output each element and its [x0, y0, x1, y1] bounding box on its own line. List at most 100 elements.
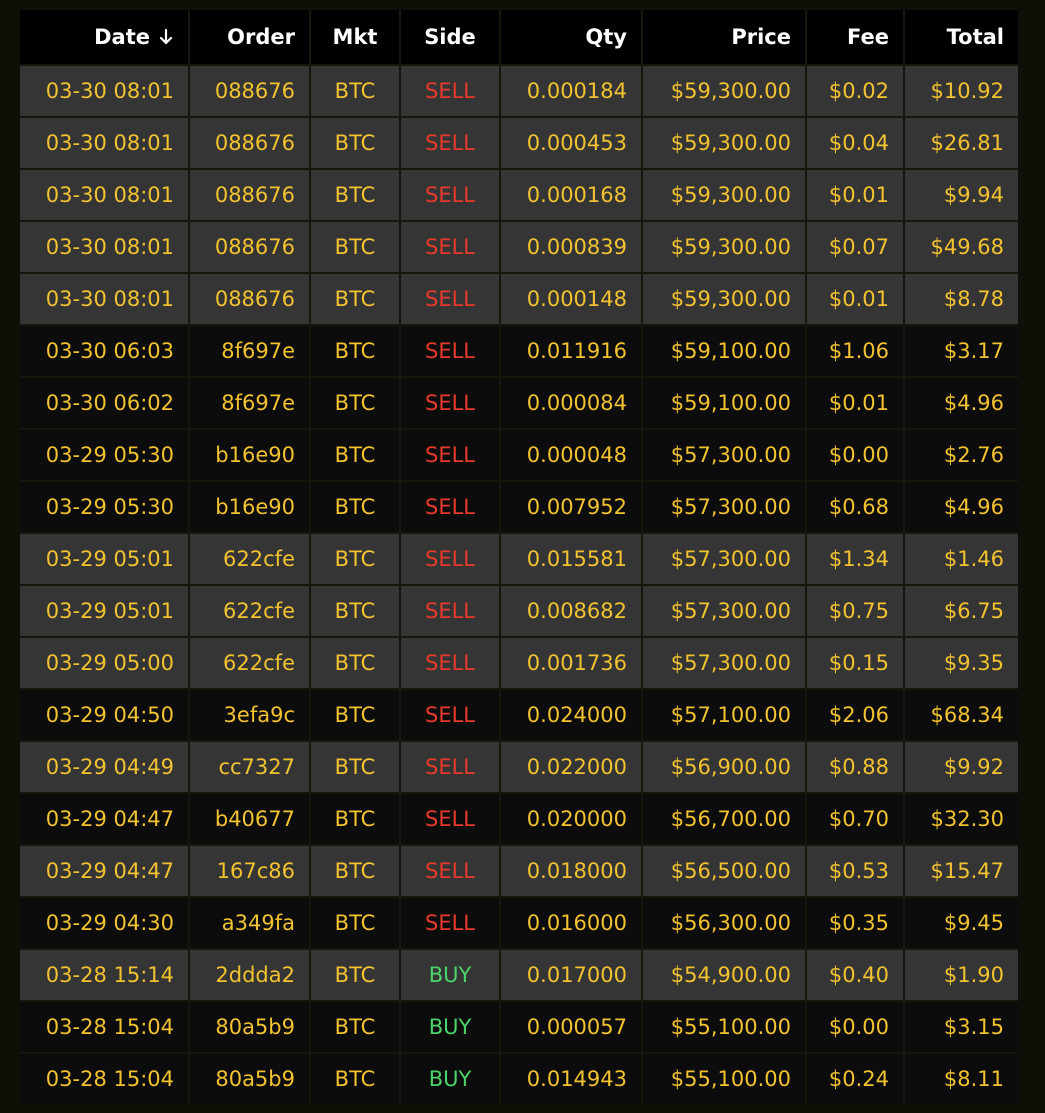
- column-header-total[interactable]: Total: [905, 10, 1018, 64]
- cell-date: 03-29 04:49: [20, 740, 190, 792]
- table-row[interactable]: 03-30 06:02 8f697e BTC SELL 0.000084 $59,100.…: [20, 376, 1018, 428]
- cell-date: 03-29 05:30: [20, 428, 190, 480]
- cell-side: SELL: [401, 844, 501, 896]
- table-row[interactable]: 03-29 04:30 a349fa BTC SELL 0.016000 $56,300.…: [20, 896, 1018, 948]
- table-row[interactable]: 03-29 05:30 b16e90 BTC SELL 0.000048 $57,300.…: [20, 428, 1018, 480]
- cell-qty: 0.014943: [501, 1052, 643, 1104]
- cell-total: $9.92: [905, 740, 1018, 792]
- cell-date: 03-29 04:47: [20, 844, 190, 896]
- cell-order: cc7327: [190, 740, 311, 792]
- cell-qty: 0.018000: [501, 844, 643, 896]
- table-row[interactable]: 03-30 08:01 088676 BTC SELL 0.000148 $59,300.…: [20, 272, 1018, 324]
- arrow-down-icon[interactable]: [158, 27, 174, 45]
- table-row[interactable]: 03-29 04:49 cc7327 BTC SELL 0.022000 $56,900.…: [20, 740, 1018, 792]
- cell-side: SELL: [401, 688, 501, 740]
- cell-price: $55,100.00: [643, 1052, 807, 1104]
- cell-order: b16e90: [190, 428, 311, 480]
- cell-order: 088676: [190, 220, 311, 272]
- cell-fee: $0.53: [807, 844, 905, 896]
- cell-price: $59,300.00: [643, 64, 807, 116]
- cell-order: 80a5b9: [190, 1052, 311, 1104]
- cell-qty: 0.015581: [501, 532, 643, 584]
- cell-price: $57,300.00: [643, 532, 807, 584]
- cell-order: 167c86: [190, 844, 311, 896]
- table-row[interactable]: 03-28 15:14 2ddda2 BTC BUY 0.017000 $54,900.0…: [20, 948, 1018, 1000]
- cell-mkt: BTC: [311, 324, 401, 376]
- cell-total: $9.94: [905, 168, 1018, 220]
- table-row[interactable]: 03-29 04:50 3efa9c BTC SELL 0.024000 $57,100.…: [20, 688, 1018, 740]
- table-row[interactable]: 03-30 06:03 8f697e BTC SELL 0.011916 $59,100.…: [20, 324, 1018, 376]
- cell-fee: $0.01: [807, 376, 905, 428]
- column-header-qty[interactable]: Qty: [501, 10, 643, 64]
- cell-side: SELL: [401, 116, 501, 168]
- cell-total: $2.76: [905, 428, 1018, 480]
- cell-side: SELL: [401, 480, 501, 532]
- cell-mkt: BTC: [311, 220, 401, 272]
- cell-side: SELL: [401, 740, 501, 792]
- column-header-fee[interactable]: Fee: [807, 10, 905, 64]
- table-row[interactable]: 03-29 05:30 b16e90 BTC SELL 0.007952 $57,300.…: [20, 480, 1018, 532]
- table-row[interactable]: 03-28 15:04 80a5b9 BTC BUY 0.014943 $55,100.0…: [20, 1052, 1018, 1104]
- cell-order: b40677: [190, 792, 311, 844]
- table-row[interactable]: 03-29 05:01 622cfe BTC SELL 0.008682 $57,300.…: [20, 584, 1018, 636]
- cell-total: $4.96: [905, 376, 1018, 428]
- cell-side: SELL: [401, 584, 501, 636]
- cell-price: $59,300.00: [643, 220, 807, 272]
- cell-price: $59,300.00: [643, 272, 807, 324]
- table-header-row: Date Order Mkt Side Qty Price Fee Total: [20, 10, 1018, 64]
- cell-order: 622cfe: [190, 532, 311, 584]
- cell-price: $59,100.00: [643, 376, 807, 428]
- cell-side: BUY: [401, 948, 501, 1000]
- cell-fee: $0.68: [807, 480, 905, 532]
- cell-price: $56,500.00: [643, 844, 807, 896]
- table-row[interactable]: 03-28 15:04 80a5b9 BTC BUY 0.000057 $55,100.0…: [20, 1000, 1018, 1052]
- cell-total: $68.34: [905, 688, 1018, 740]
- cell-date: 03-29 04:30: [20, 896, 190, 948]
- cell-mkt: BTC: [311, 272, 401, 324]
- cell-date: 03-29 05:30: [20, 480, 190, 532]
- cell-total: $15.47: [905, 844, 1018, 896]
- table-row[interactable]: 03-30 08:01 088676 BTC SELL 0.000168 $59,300.…: [20, 168, 1018, 220]
- cell-fee: $0.35: [807, 896, 905, 948]
- cell-price: $54,900.00: [643, 948, 807, 1000]
- table-row[interactable]: 03-29 04:47 167c86 BTC SELL 0.018000 $56,500.…: [20, 844, 1018, 896]
- column-header-side[interactable]: Side: [401, 10, 501, 64]
- column-header-date[interactable]: Date: [20, 10, 190, 64]
- column-header-order[interactable]: Order: [190, 10, 311, 64]
- table-row[interactable]: 03-29 05:01 622cfe BTC SELL 0.015581 $57,300.…: [20, 532, 1018, 584]
- cell-fee: $0.24: [807, 1052, 905, 1104]
- table-row[interactable]: 03-29 04:47 b40677 BTC SELL 0.020000 $56,700.…: [20, 792, 1018, 844]
- cell-mkt: BTC: [311, 532, 401, 584]
- cell-qty: 0.000839: [501, 220, 643, 272]
- cell-order: 088676: [190, 116, 311, 168]
- cell-mkt: BTC: [311, 376, 401, 428]
- cell-price: $57,300.00: [643, 480, 807, 532]
- column-header-price[interactable]: Price: [643, 10, 807, 64]
- cell-side: SELL: [401, 896, 501, 948]
- table-row[interactable]: 03-30 08:01 088676 BTC SELL 0.000839 $59,300.…: [20, 220, 1018, 272]
- cell-side: BUY: [401, 1052, 501, 1104]
- cell-order: 622cfe: [190, 584, 311, 636]
- cell-date: 03-29 04:47: [20, 792, 190, 844]
- cell-total: $10.92: [905, 64, 1018, 116]
- cell-total: $1.46: [905, 532, 1018, 584]
- cell-mkt: BTC: [311, 584, 401, 636]
- trade-history-panel: Date Order Mkt Side Qty Price Fee Total …: [20, 10, 1018, 1104]
- cell-side: BUY: [401, 1000, 501, 1052]
- table-row[interactable]: 03-29 05:00 622cfe BTC SELL 0.001736 $57,300.…: [20, 636, 1018, 688]
- cell-total: $3.17: [905, 324, 1018, 376]
- cell-price: $56,300.00: [643, 896, 807, 948]
- cell-total: $49.68: [905, 220, 1018, 272]
- cell-qty: 0.007952: [501, 480, 643, 532]
- cell-total: $6.75: [905, 584, 1018, 636]
- cell-fee: $0.01: [807, 168, 905, 220]
- cell-date: 03-29 05:01: [20, 532, 190, 584]
- cell-price: $57,300.00: [643, 636, 807, 688]
- cell-mkt: BTC: [311, 792, 401, 844]
- cell-qty: 0.000084: [501, 376, 643, 428]
- cell-total: $26.81: [905, 116, 1018, 168]
- table-row[interactable]: 03-30 08:01 088676 BTC SELL 0.000184 $59,300.…: [20, 64, 1018, 116]
- column-header-mkt[interactable]: Mkt: [311, 10, 401, 64]
- table-row[interactable]: 03-30 08:01 088676 BTC SELL 0.000453 $59,300.…: [20, 116, 1018, 168]
- table-body: 03-30 08:01 088676 BTC SELL 0.000184 $59,300.…: [20, 64, 1018, 1104]
